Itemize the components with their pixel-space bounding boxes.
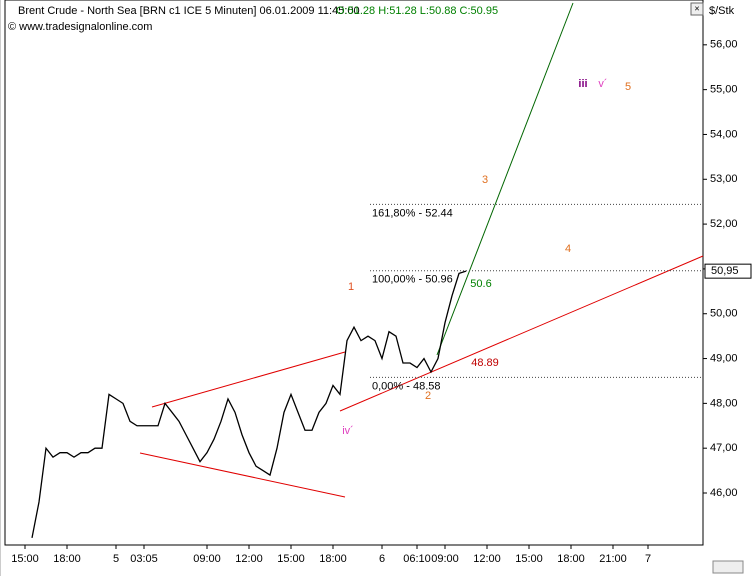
scroll-button[interactable] bbox=[712, 560, 744, 574]
x-tick-label: 6 bbox=[379, 553, 385, 565]
last-price-box bbox=[704, 263, 752, 279]
wave-label: 4 bbox=[565, 243, 571, 255]
x-tick-label: 18:00 bbox=[53, 553, 81, 565]
wave-label: 5 bbox=[625, 81, 631, 93]
trend-line bbox=[139, 452, 346, 498]
wave-label: 3 bbox=[482, 174, 488, 186]
x-tick-label: 03:05 bbox=[130, 553, 158, 565]
x-tick-label: 18:00 bbox=[319, 553, 347, 565]
x-tick-label: 15:00 bbox=[515, 553, 543, 565]
x-tick-label: 09:00 bbox=[431, 553, 459, 565]
x-tick-label: 12:00 bbox=[235, 553, 263, 565]
wave-label: v´ bbox=[598, 78, 607, 90]
trend-line bbox=[339, 255, 704, 412]
wave-label: 48.89 bbox=[471, 357, 499, 369]
close-button[interactable] bbox=[690, 2, 704, 16]
x-tick-label: 18:00 bbox=[557, 553, 585, 565]
x-tick-label: 09:00 bbox=[193, 553, 221, 565]
wave-label: 50.6 bbox=[470, 278, 491, 290]
y-tick-label: 47,00 bbox=[710, 442, 738, 454]
y-tick-label: 48,00 bbox=[710, 397, 738, 409]
last-price: 50,95 bbox=[711, 265, 739, 277]
price-line bbox=[31, 270, 467, 538]
y-tick-label: 52,00 bbox=[710, 218, 738, 230]
x-tick-label: 15:00 bbox=[277, 553, 305, 565]
source: © www.tradesignalonline.com bbox=[8, 21, 152, 33]
trend-line bbox=[436, 2, 574, 356]
wave-label: 2 bbox=[425, 390, 431, 402]
close-icon: × bbox=[694, 3, 699, 13]
y-tick-label: 46,00 bbox=[710, 487, 738, 499]
fib-label: 100,00% - 50.96 bbox=[372, 274, 453, 286]
trend-line bbox=[151, 351, 346, 408]
y-tick-label: 50,00 bbox=[710, 308, 738, 320]
x-tick-label: 06:10 bbox=[403, 553, 431, 565]
x-tick-label: 12:00 bbox=[473, 553, 501, 565]
y-tick-label: 56,00 bbox=[710, 39, 738, 51]
y-axis-label: $/Stk bbox=[709, 5, 735, 17]
y-tick-label: 55,00 bbox=[710, 84, 738, 96]
fib-label: 161,80% - 52.44 bbox=[372, 207, 453, 219]
y-tick-label: 53,00 bbox=[710, 173, 738, 185]
x-tick-label: 5 bbox=[113, 553, 119, 565]
chart-title: Brent Crude - North Sea [BRN c1 ICE 5 Mi… bbox=[18, 5, 360, 17]
fib-label: 0,00% - 48.58 bbox=[372, 380, 441, 392]
wave-label: 1 bbox=[348, 281, 354, 293]
wave-label: iii bbox=[578, 78, 587, 90]
wave-label: iv´ bbox=[342, 425, 354, 437]
plot-area bbox=[4, 0, 704, 546]
ohlc: O:51.28 H:51.28 L:50.88 C:50.95 bbox=[336, 5, 498, 17]
x-tick-label: 21:00 bbox=[599, 553, 627, 565]
y-tick-label: 49,00 bbox=[710, 352, 738, 364]
y-tick-label: 54,00 bbox=[710, 128, 738, 140]
x-tick-label: 15:00 bbox=[11, 553, 39, 565]
x-tick-label: 7 bbox=[645, 553, 651, 565]
